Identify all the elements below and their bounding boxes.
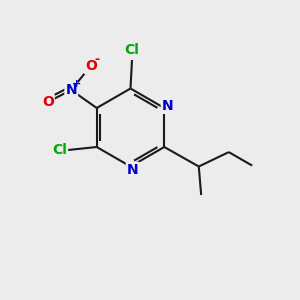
Text: Cl: Cl — [52, 143, 67, 157]
Text: N: N — [127, 163, 139, 177]
Text: +: + — [72, 79, 81, 89]
Text: N: N — [65, 83, 77, 97]
Text: O: O — [42, 95, 54, 109]
Text: -: - — [95, 53, 100, 66]
Text: O: O — [85, 59, 97, 73]
Text: Cl: Cl — [124, 44, 140, 57]
Text: N: N — [162, 99, 174, 112]
